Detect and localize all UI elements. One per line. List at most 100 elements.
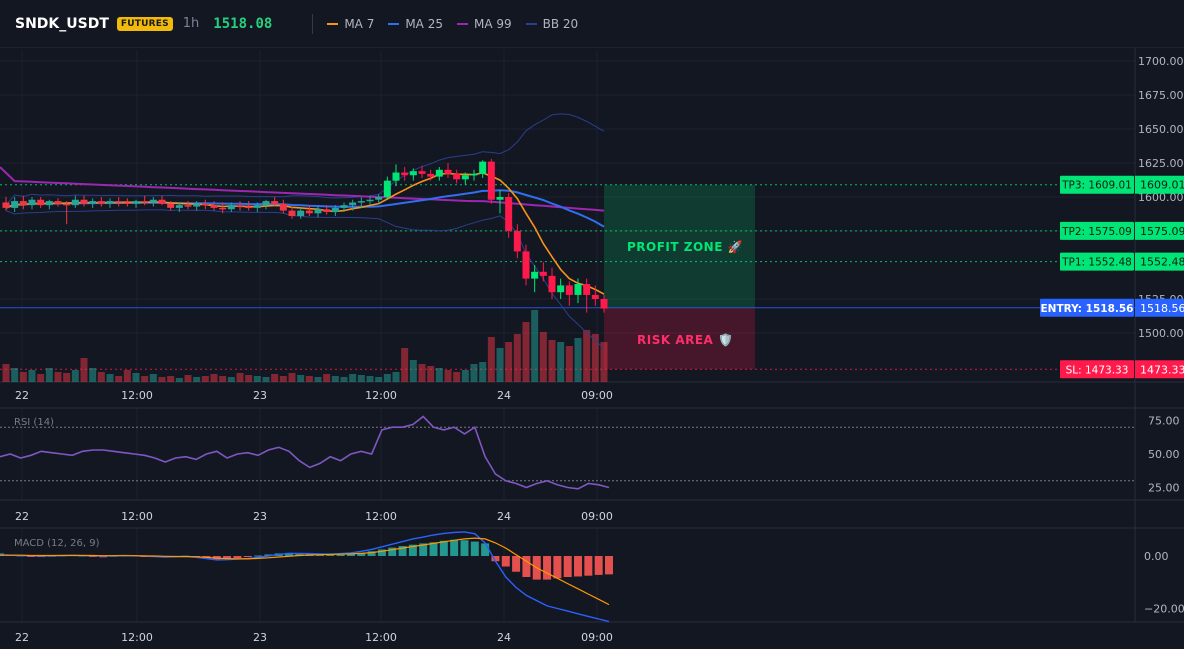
- time-tick-label: 12:00: [365, 631, 397, 644]
- volume-bar: [167, 376, 175, 382]
- volume-bar: [115, 376, 123, 382]
- volume-bar: [89, 368, 97, 382]
- candle-body: [375, 197, 383, 200]
- candle-body: [444, 169, 452, 174]
- macd-histogram-bar: [367, 551, 376, 556]
- macd-histogram-bar: [605, 556, 613, 575]
- volume-bar: [2, 364, 10, 382]
- rsi-tick-label: 25.00: [1148, 482, 1180, 495]
- futures-badge: FUTURES: [116, 16, 173, 31]
- time-tick-label: 23: [253, 389, 267, 402]
- level-tag-text-tp1: TP1: 1552.48: [1061, 257, 1132, 269]
- time-tick-label: 22: [15, 631, 29, 644]
- candle-body: [123, 202, 131, 204]
- candle-body: [574, 284, 582, 295]
- macd-histogram-bar: [388, 547, 397, 556]
- timeframe-label[interactable]: 1h: [182, 16, 200, 31]
- macd-histogram-bar: [285, 552, 294, 556]
- candle-body: [45, 201, 53, 206]
- axis-tag-sl: [1135, 360, 1184, 379]
- volume-bar: [557, 342, 565, 382]
- legend-ma99[interactable]: MA 99: [456, 17, 512, 31]
- macd-histogram-bar: [419, 543, 428, 556]
- volume-bar: [383, 374, 391, 382]
- candle-body: [297, 210, 305, 217]
- legend-ma25[interactable]: MA 25: [388, 17, 443, 31]
- candle-body: [401, 172, 409, 176]
- candle-body: [253, 205, 261, 208]
- volume-bar: [331, 376, 339, 382]
- volume-bar: [461, 370, 469, 382]
- volume-bar: [28, 370, 36, 382]
- macd-histogram-bar: [470, 541, 479, 556]
- macd-label: MACD (12, 26, 9): [14, 538, 100, 549]
- level-tag-entry: [1040, 298, 1134, 317]
- volume-bar: [123, 370, 131, 382]
- candle-body: [314, 209, 322, 214]
- volume-bar: [141, 376, 149, 382]
- axis-tag-text-sl: 1473.33: [1140, 363, 1184, 376]
- legend-bb20[interactable]: BB 20: [525, 17, 578, 31]
- macd-histogram-bar: [336, 554, 345, 556]
- macd-histogram-bar: [346, 553, 355, 556]
- last-price: 1518.08: [213, 15, 273, 32]
- candle-body: [349, 202, 357, 206]
- volume-bar: [340, 377, 348, 382]
- macd-histogram-bar: [264, 554, 273, 556]
- macd-histogram-bar: [481, 543, 490, 556]
- candle-body: [470, 173, 478, 176]
- volume-bar: [37, 374, 45, 382]
- macd-histogram-bar: [233, 556, 242, 559]
- volume-bar: [219, 376, 227, 382]
- volume-bar: [591, 334, 599, 382]
- candle-body: [453, 173, 461, 180]
- macd-histogram-bar: [594, 556, 603, 575]
- ma7-line: [5, 172, 605, 295]
- volume-bar: [54, 372, 62, 382]
- time-tick-label: 22: [15, 389, 29, 402]
- legend-swatch-bb20: [525, 22, 537, 25]
- volume-bar: [63, 373, 71, 382]
- candle-body: [236, 205, 244, 207]
- candle-body: [323, 209, 331, 212]
- macd-signal-line: [0, 537, 610, 606]
- time-tick-label: 12:00: [121, 631, 153, 644]
- macd-histogram-bar: [501, 556, 510, 567]
- candle-body: [383, 180, 391, 197]
- candle-body: [19, 201, 27, 206]
- candle-body: [106, 201, 114, 204]
- ma99-line: [0, 166, 605, 212]
- candle-body: [54, 201, 62, 204]
- candle-body: [11, 201, 19, 208]
- time-tick-label: 09:00: [581, 389, 613, 402]
- candle-body: [366, 199, 374, 202]
- candle-body: [548, 275, 556, 293]
- volume-bar: [349, 374, 357, 382]
- candle-body: [505, 197, 513, 231]
- rsi-tick-label: 75.00: [1148, 415, 1180, 428]
- volume-bar: [210, 374, 218, 382]
- profit-zone: [604, 184, 755, 308]
- symbol-label[interactable]: SNDK_USDT: [15, 15, 109, 32]
- candle-body: [331, 207, 339, 212]
- legend-swatch-ma99: [456, 22, 468, 25]
- rsi-tick-label: 50.00: [1148, 448, 1180, 461]
- time-tick-label: 12:00: [365, 389, 397, 402]
- volume-bar: [435, 368, 443, 382]
- bb-upper-line: [5, 113, 605, 206]
- volume-bar: [245, 375, 253, 382]
- volume-bar: [409, 360, 417, 382]
- legend-label-ma7: MA 7: [344, 16, 375, 31]
- candle-body: [71, 199, 79, 206]
- legend-ma7[interactable]: MA 7: [327, 17, 374, 31]
- macd-histogram-bar: [429, 542, 438, 556]
- candle-body: [63, 203, 71, 206]
- candle-body: [193, 203, 201, 207]
- candle-body: [427, 173, 435, 177]
- candle-body: [496, 197, 504, 200]
- volume-bar: [45, 368, 53, 382]
- candle-body: [435, 169, 443, 177]
- macd-histogram-bar: [522, 556, 531, 577]
- candle-body: [305, 210, 313, 214]
